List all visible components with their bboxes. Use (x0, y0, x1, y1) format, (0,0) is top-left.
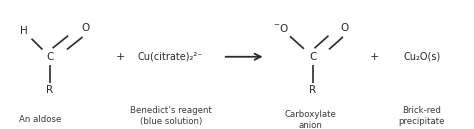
Text: C: C (309, 52, 317, 62)
Text: +: + (116, 52, 126, 62)
Text: O: O (340, 23, 349, 33)
Text: H: H (20, 26, 27, 36)
Text: R: R (309, 85, 317, 95)
Text: Cu₂O(s): Cu₂O(s) (403, 52, 440, 62)
Text: Benedict’s reagent
(blue solution): Benedict’s reagent (blue solution) (130, 106, 211, 126)
Text: +: + (370, 52, 379, 62)
Text: Carboxylate
anion: Carboxylate anion (284, 110, 337, 129)
Text: C: C (46, 52, 54, 62)
Text: R: R (46, 85, 54, 95)
Text: Brick-red
precipitate: Brick-red precipitate (399, 106, 445, 126)
Text: O: O (81, 23, 90, 33)
Text: Cu(citrate)₂²⁻: Cu(citrate)₂²⁻ (138, 52, 203, 62)
Text: $^{-}$O: $^{-}$O (273, 22, 289, 34)
Text: An aldose: An aldose (19, 115, 62, 124)
